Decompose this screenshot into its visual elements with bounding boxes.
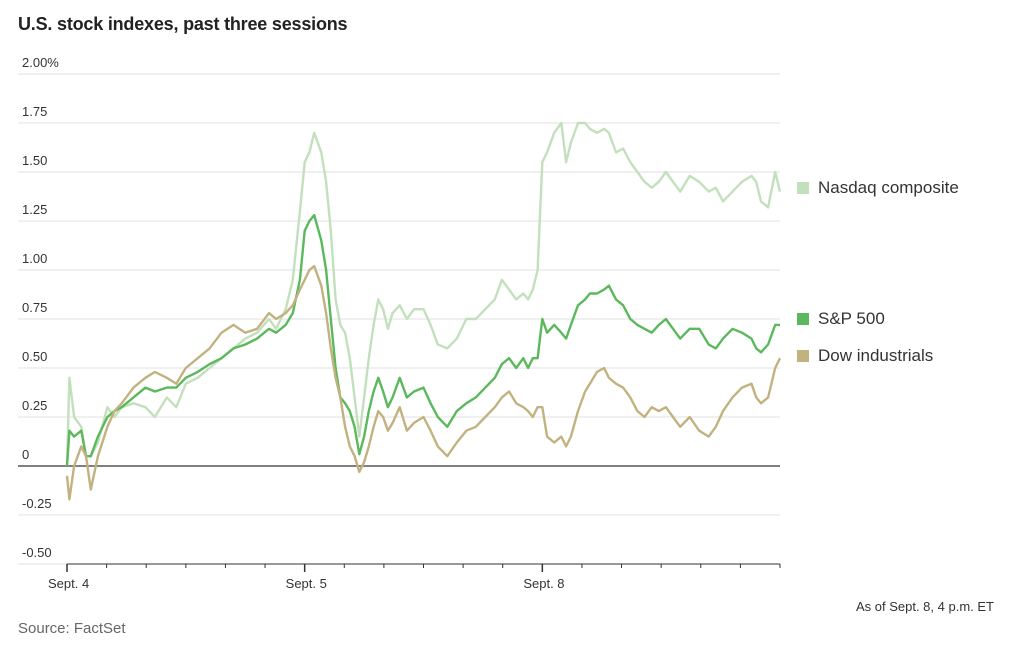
series-lines [65,121,782,501]
legend-item: S&P 500 [797,309,885,329]
y-tick-label: -0.50 [22,545,52,560]
x-tick-label: Sept. 4 [48,576,90,591]
x-tick-label: Sept. 5 [285,576,327,591]
legend-label: Nasdaq composite [818,178,959,197]
legend-item: Nasdaq composite [797,178,959,198]
y-tick-label: 0.75 [22,300,48,315]
legend-swatch [797,313,809,325]
y-tick-label: 0.25 [22,398,48,413]
y-tick-label: 1.00 [22,251,48,266]
y-tick-label: 0.50 [22,349,48,364]
y-tick-label: 1.25 [22,202,48,217]
x-tick-label: Sept. 8 [523,576,565,591]
y-tick-label: 2.00% [22,55,59,70]
x-axis [66,563,781,572]
gridlines [18,73,780,565]
series-line-dow-industrials [65,264,782,501]
legend-item: Dow industrials [797,346,933,366]
timestamp-note: As of Sept. 8, 4 p.m. ET [855,599,994,614]
legend-swatch [797,350,809,362]
series-line-s-p-500 [65,213,780,467]
legend-label: S&P 500 [818,309,885,328]
y-tick-label: 1.50 [22,153,48,168]
y-tick-label: -0.25 [22,496,52,511]
y-tick-label: 1.75 [22,104,48,119]
legend-label: Dow industrials [818,346,934,365]
chart-title: U.S. stock indexes, past three sessions [18,14,348,34]
source-note: Source: FactSet [18,620,126,637]
series-line-nasdaq-composite [65,121,782,467]
legend-swatch [797,182,809,194]
y-tick-label: 0 [22,447,30,462]
